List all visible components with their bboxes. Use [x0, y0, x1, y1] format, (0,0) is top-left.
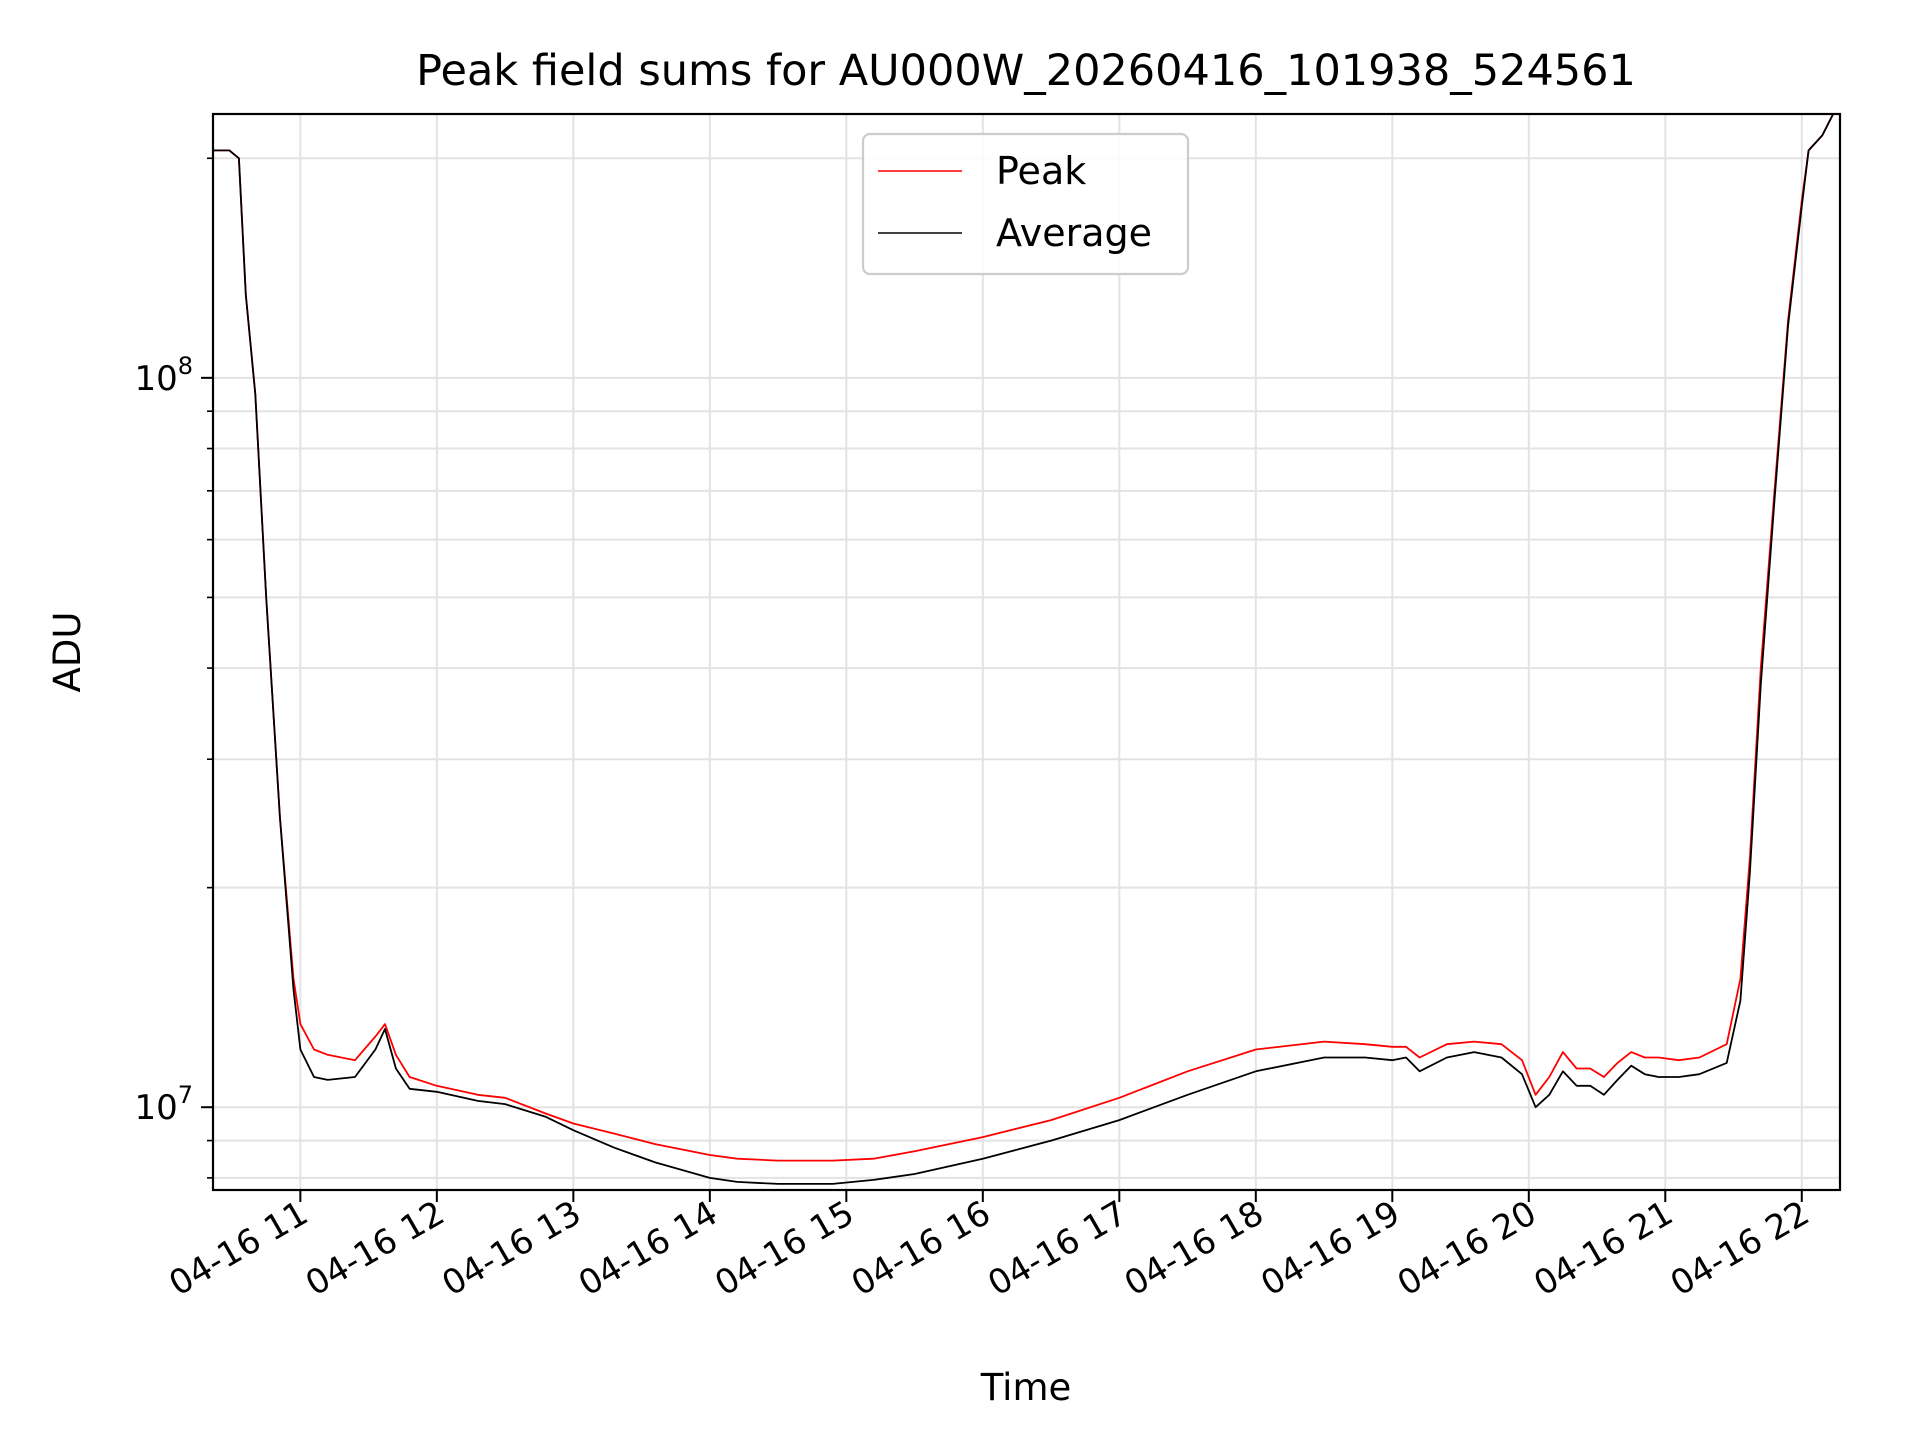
- y-tick-label: 107: [134, 1081, 193, 1128]
- axes-frame: [211, 112, 1842, 1192]
- series-layer: [213, 114, 1835, 1185]
- series-line-average: [213, 114, 1835, 1185]
- legend: Peak Average: [861, 132, 1190, 276]
- chart-title: Peak field sums for AU000W_20260416_1019…: [416, 46, 1636, 96]
- y-tick-label: 108: [134, 352, 193, 399]
- grid-layer: [213, 114, 1840, 1190]
- legend-box: [861, 132, 1190, 276]
- series-line-peak: [213, 114, 1835, 1162]
- x-axis-title: Time: [980, 1366, 1072, 1409]
- legend-label-peak: Peak: [996, 149, 1086, 193]
- y-axis-title: ADU: [46, 612, 89, 693]
- legend-label-average: Average: [996, 211, 1152, 255]
